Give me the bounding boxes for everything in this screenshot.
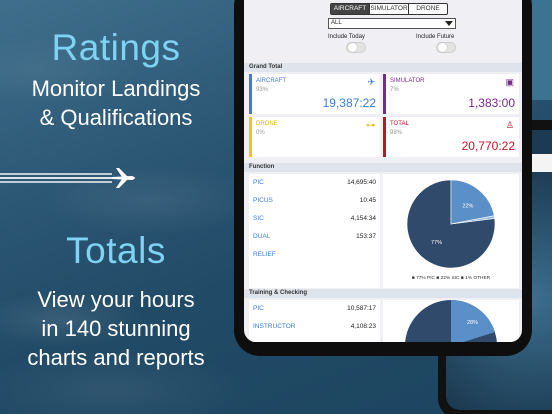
airplane-icon: ✈ — [367, 77, 375, 87]
training-list: PIC 10,587:17 INSTRUCTOR 4,108:23 — [249, 300, 380, 342]
function-row-label: PICUS — [253, 197, 273, 204]
function-header: Function — [244, 163, 522, 172]
grand-total-header: Grand Total — [244, 63, 522, 72]
simulator-card-value: 1,383:00 — [468, 96, 515, 110]
drone-card-label: DRONE — [256, 121, 278, 127]
ratings-heading: Ratings — [51, 27, 181, 68]
training-chart-panel: 28% — [383, 300, 519, 342]
function-row-sic[interactable]: SIC 4,154:34 — [253, 213, 376, 225]
category-segmented-control: AIRCRAFT SIMULATOR DRONE — [330, 3, 448, 15]
function-row-pic[interactable]: PIC 14,695:40 — [253, 177, 376, 189]
training-header: Training & Checking — [244, 289, 522, 298]
function-row-value: 4,154:34 — [350, 215, 376, 222]
simulator-card-label: SIMULATOR — [390, 78, 425, 84]
function-pie-chart[interactable]: 77% 22% — [383, 174, 519, 274]
include-future-label: Include Future — [416, 34, 455, 40]
function-row-value: 153:37 — [356, 233, 376, 240]
total-card-value: 20,770:22 — [461, 139, 515, 153]
pie-slice-other[interactable] — [450, 215, 495, 225]
include-future-toggle[interactable] — [436, 42, 456, 53]
function-row-label: DUAL — [253, 233, 271, 240]
drone-icon: ⊶ — [366, 120, 375, 130]
aircraft-card-percent: 93% — [256, 87, 269, 93]
totals-line-2: in 140 stunning — [41, 316, 191, 341]
include-today-toggle[interactable] — [346, 42, 366, 53]
total-card-percent: 98% — [390, 130, 403, 136]
pilot-icon: ♙ — [505, 120, 514, 130]
ratings-line-1: Monitor Landings — [31, 76, 201, 101]
function-row-label: RELIEF — [253, 251, 276, 258]
filter-select-value: ALL — [331, 20, 342, 26]
totals-line-3: charts and reports — [27, 345, 205, 370]
function-row-picus[interactable]: PICUS 10:45 — [253, 195, 376, 207]
training-row-pic[interactable]: PIC 10,587:17 — [253, 303, 376, 315]
airplane-contrail-icon — [0, 168, 135, 188]
aircraft-card-value: 19,387:22 — [322, 96, 376, 110]
tablet-screen: AIRCRAFT SIMULATOR DRONE ALL Include Tod… — [244, 0, 522, 342]
pie-slice-label: 22% — [462, 203, 473, 209]
aircraft-card[interactable]: AIRCRAFT 93% ✈ 19,387:22 — [249, 74, 380, 114]
ratings-line-2: & Qualifications — [39, 105, 193, 130]
function-chart-panel: 77% 22% ■ 77% PIC ■ 22% SIC ■ 1% OTHER — [383, 174, 519, 288]
training-row-label: INSTRUCTOR — [253, 323, 296, 330]
include-today-label: Include Today — [328, 34, 365, 40]
ratings-subtitle: Monitor Landings & Qualifications — [0, 74, 232, 132]
function-row-label: PIC — [253, 179, 264, 186]
total-card[interactable]: TOTAL 98% ♙ 20,770:22 — [383, 117, 519, 157]
totals-heading: Totals — [66, 230, 166, 271]
function-row-value: 10:45 — [359, 197, 376, 204]
filter-select[interactable]: ALL — [328, 18, 456, 29]
segment-simulator[interactable]: SIMULATOR — [370, 4, 409, 14]
simulator-card-percent: 7% — [390, 87, 399, 93]
function-row-dual[interactable]: DUAL 153:37 — [253, 231, 376, 243]
totals-line-1: View your hours — [37, 287, 195, 312]
training-row-value: 10,587:17 — [347, 305, 376, 312]
function-list: PIC 14,695:40 PICUS 10:45 SIC 4,154:34 D… — [249, 174, 380, 288]
training-row-instructor[interactable]: INSTRUCTOR 4,108:23 — [253, 321, 376, 333]
drone-card[interactable]: DRONE 0% ⊶ — [249, 117, 380, 157]
pie-slice-label: 77% — [431, 240, 442, 246]
segment-drone[interactable]: DRONE — [416, 5, 440, 12]
function-row-relief[interactable]: RELIEF — [253, 249, 376, 261]
drone-card-percent: 0% — [256, 130, 265, 136]
pie-slice-pic[interactable] — [406, 179, 496, 269]
function-chart-legend: ■ 77% PIC ■ 22% SIC ■ 1% OTHER — [411, 276, 491, 281]
simulator-icon: ▣ — [505, 77, 514, 87]
aircraft-card-label: AIRCRAFT — [256, 78, 286, 84]
segment-aircraft[interactable]: AIRCRAFT — [331, 4, 370, 14]
training-pie-chart[interactable]: 28% — [383, 300, 519, 342]
training-row-label: PIC — [253, 305, 264, 312]
pie-slice-sic[interactable] — [450, 179, 495, 225]
dropdown-caret-icon — [445, 21, 453, 26]
function-row-value: 14,695:40 — [347, 179, 376, 186]
training-row-value: 4,108:23 — [350, 323, 376, 330]
tablet-device: AIRCRAFT SIMULATOR DRONE ALL Include Tod… — [234, 0, 532, 356]
training-slice-label: 28% — [467, 320, 478, 326]
simulator-card[interactable]: SIMULATOR 7% ▣ 1,383:00 — [383, 74, 519, 114]
totals-subtitle: View your hours in 140 stunning charts a… — [0, 285, 232, 372]
function-row-label: SIC — [253, 215, 264, 222]
training-pie-slice-minor — [451, 300, 495, 342]
total-card-label: TOTAL — [390, 121, 409, 127]
